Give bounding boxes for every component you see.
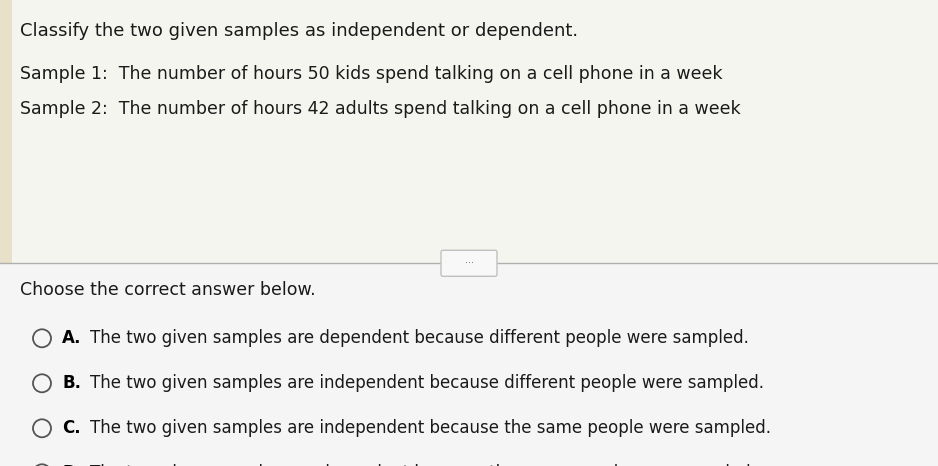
Bar	[0, 0, 12, 263]
Text: A.: A.	[62, 329, 82, 347]
FancyBboxPatch shape	[441, 250, 497, 276]
Text: Sample 1:  The number of hours 50 kids spend talking on a cell phone in a week: Sample 1: The number of hours 50 kids sp…	[20, 65, 722, 83]
Text: C.: C.	[62, 419, 81, 437]
Text: ···: ···	[464, 258, 474, 268]
Text: B.: B.	[62, 374, 81, 392]
Text: D.: D.	[62, 464, 83, 466]
Text: The two given samples are independent because different people were sampled.: The two given samples are independent be…	[90, 374, 764, 392]
Text: The two given samples are dependent because the same people were sampled.: The two given samples are dependent beca…	[90, 464, 756, 466]
Bar	[0, 0, 938, 263]
Bar	[0, 263, 938, 466]
Text: The two given samples are independent because the same people were sampled.: The two given samples are independent be…	[90, 419, 771, 437]
Text: Choose the correct answer below.: Choose the correct answer below.	[20, 281, 315, 299]
Text: Classify the two given samples as independent or dependent.: Classify the two given samples as indepe…	[20, 22, 578, 40]
Text: Sample 2:  The number of hours 42 adults spend talking on a cell phone in a week: Sample 2: The number of hours 42 adults …	[20, 100, 741, 118]
Text: The two given samples are dependent because different people were sampled.: The two given samples are dependent beca…	[90, 329, 749, 347]
